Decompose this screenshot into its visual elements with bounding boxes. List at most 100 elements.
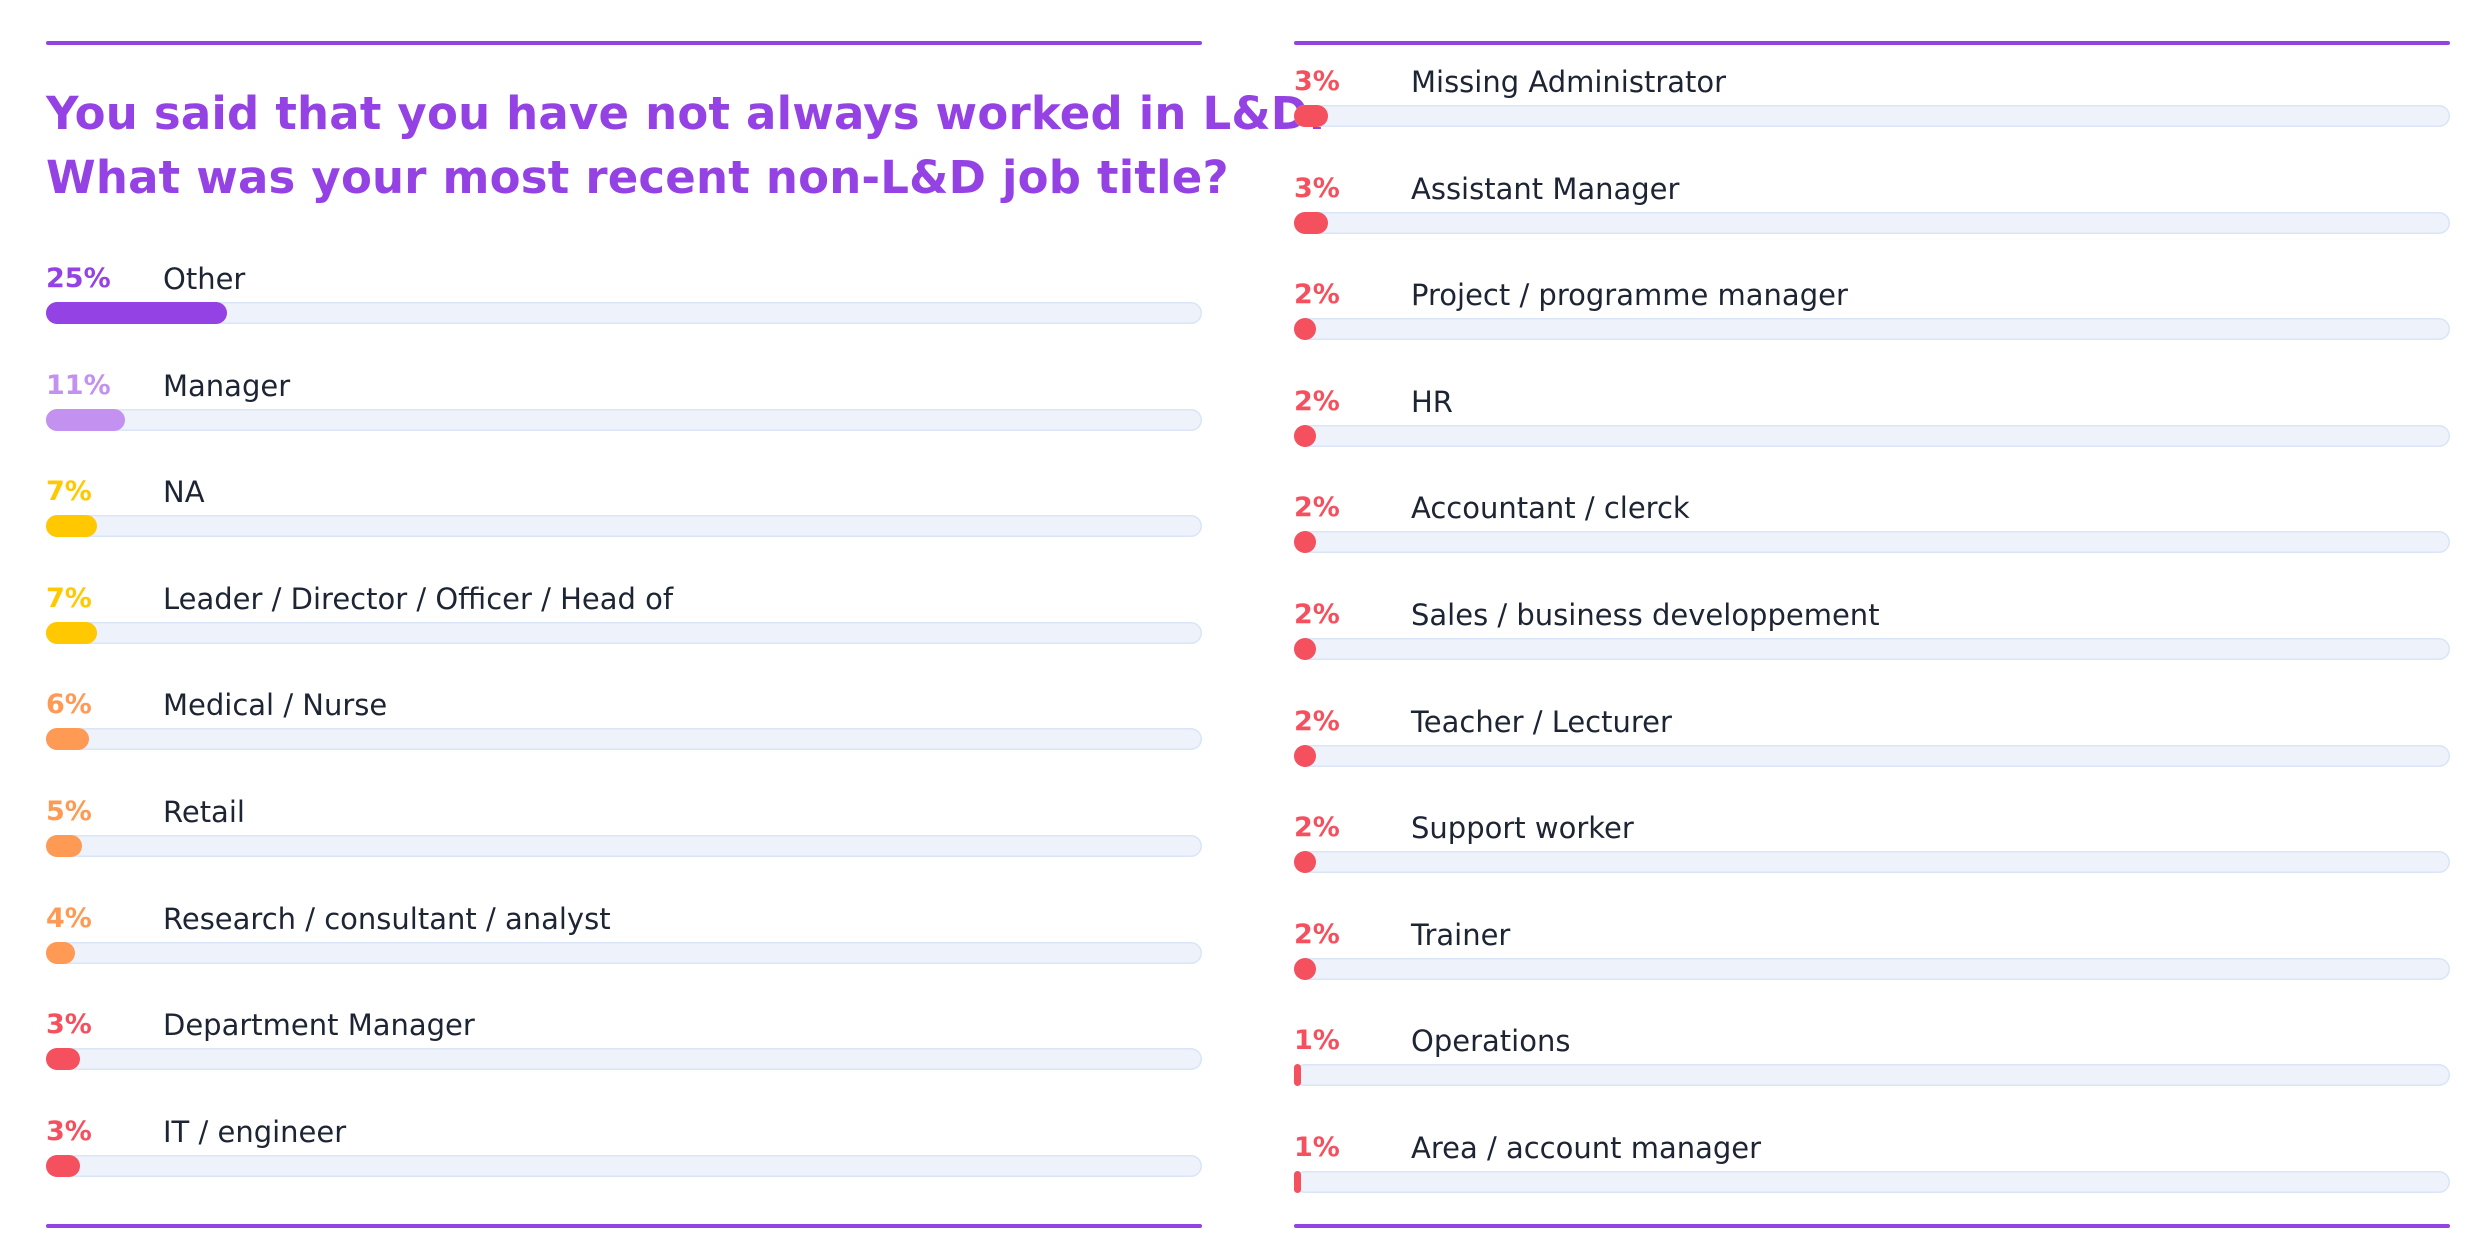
- data-label: 5%: [46, 796, 92, 827]
- bar-track: [46, 515, 1202, 538]
- data-label: 2%: [1294, 705, 1340, 737]
- bar-track: [1294, 1171, 2450, 1193]
- data-label: 3%: [46, 1009, 92, 1041]
- data-label: 11%: [46, 369, 111, 401]
- data-label: 1%: [1294, 1025, 1340, 1057]
- top-divider: [1294, 41, 2450, 45]
- bar-row: 1% Area / account manager: [1294, 1131, 2450, 1211]
- chart-title-line-2: What was your most recent non-L&D job ti…: [46, 151, 1229, 204]
- bar-row: 2% Accountant / clerck: [1294, 491, 2450, 571]
- bar: [46, 621, 97, 644]
- bar-track: [46, 835, 1202, 857]
- bar: [46, 302, 227, 324]
- category-label: Accountant / clerck: [1411, 491, 1690, 526]
- data-label: 2%: [1294, 492, 1340, 524]
- bottom-divider: [1294, 1224, 2450, 1228]
- chart-title: You said that you have not always worked…: [46, 82, 1326, 210]
- bar-row: 5% Retail: [46, 795, 1202, 875]
- category-label: Leader / Director / Officer / Head of: [163, 581, 674, 616]
- category-label: Other: [163, 262, 246, 296]
- bar: [46, 835, 83, 857]
- bar-track: [1294, 318, 2450, 341]
- bar-track: [1294, 531, 2450, 554]
- bar-track: [46, 1048, 1202, 1071]
- bar: [46, 408, 126, 431]
- data-label: 25%: [46, 263, 111, 294]
- bar: [1294, 318, 1316, 341]
- category-label: Area / account manager: [1411, 1131, 1762, 1165]
- category-label: Operations: [1411, 1024, 1571, 1059]
- bar-track: [1294, 211, 2450, 234]
- bar-track: [46, 302, 1202, 324]
- bar: [1294, 105, 1328, 127]
- category-label: IT / engineer: [163, 1114, 347, 1149]
- data-label: 4%: [46, 902, 92, 934]
- category-label: NA: [163, 475, 205, 510]
- bar-row: 4% Research / consultant / analyst: [46, 902, 1202, 982]
- category-label: Sales / business developpement: [1411, 598, 1880, 632]
- category-label: Research / consultant / analyst: [163, 901, 611, 936]
- bar-track: [1294, 1064, 2450, 1087]
- bar: [1294, 424, 1316, 447]
- bar-row: 25% Other: [46, 262, 1202, 342]
- bar: [46, 941, 75, 964]
- category-label: Teacher / Lecturer: [1411, 704, 1672, 739]
- bar: [1294, 1064, 1301, 1087]
- bar-row: 7% Leader / Director / Officer / Head of: [46, 582, 1202, 662]
- bar-track: [1294, 957, 2450, 980]
- top-divider: [46, 41, 1202, 45]
- category-label: Missing Administrator: [1411, 65, 1727, 99]
- chart-column-left: You said that you have not always worked…: [46, 0, 1326, 1245]
- category-label: Project / programme manager: [1411, 278, 1848, 313]
- data-label: 2%: [1294, 279, 1340, 311]
- bar: [1294, 211, 1328, 234]
- bar-row: 2% Trainer: [1294, 918, 2450, 998]
- data-label: 3%: [46, 1115, 92, 1147]
- bar: [46, 728, 90, 751]
- data-label: 2%: [1294, 812, 1340, 844]
- category-label: Retail: [163, 795, 245, 829]
- bar-row: 7% NA: [46, 475, 1202, 555]
- bar-track: [1294, 105, 2450, 127]
- bar-row: 3% Department Manager: [46, 1008, 1202, 1088]
- category-label: Manager: [163, 368, 291, 403]
- bar-row: 2% Support worker: [1294, 811, 2450, 891]
- bar: [1294, 531, 1316, 554]
- category-label: Support worker: [1411, 811, 1634, 846]
- data-label: 2%: [1294, 918, 1340, 950]
- bar-row: 3% Missing Administrator: [1294, 65, 2450, 145]
- bar: [1294, 638, 1316, 660]
- bar: [1294, 744, 1316, 767]
- bar-row: 3% Assistant Manager: [1294, 172, 2450, 252]
- bar: [1294, 851, 1316, 874]
- chart-title-line-1: You said that you have not always worked…: [46, 87, 1326, 140]
- bar-row: 2% Project / programme manager: [1294, 278, 2450, 358]
- data-label: 3%: [1294, 66, 1340, 97]
- bar-row: 2% Teacher / Lecturer: [1294, 705, 2450, 785]
- bar-track: [1294, 744, 2450, 767]
- bar-row: 11% Manager: [46, 369, 1202, 449]
- bar: [46, 1154, 80, 1177]
- bar-track: [46, 941, 1202, 964]
- category-label: HR: [1411, 384, 1453, 419]
- data-label: 2%: [1294, 385, 1340, 417]
- category-label: Assistant Manager: [1411, 171, 1680, 206]
- data-label: 1%: [1294, 1132, 1340, 1163]
- data-label: 2%: [1294, 599, 1340, 630]
- bar-row: 3% IT / engineer: [46, 1115, 1202, 1195]
- bar-row: 6% Medical / Nurse: [46, 688, 1202, 768]
- bar-track: [1294, 851, 2450, 874]
- chart-column-right: 3% Missing Administrator 3% Assistant Manag…: [1294, 0, 2450, 1245]
- bar-row: 2% Sales / business developpement: [1294, 598, 2450, 678]
- bar: [46, 1048, 80, 1071]
- bar-track: [1294, 424, 2450, 447]
- bar-track: [46, 728, 1202, 751]
- bar: [1294, 1171, 1301, 1193]
- bar-row: 1% Operations: [1294, 1024, 2450, 1104]
- data-label: 7%: [46, 582, 92, 614]
- bar: [46, 515, 97, 538]
- data-label: 6%: [46, 689, 92, 721]
- bar-row: 2% HR: [1294, 385, 2450, 465]
- data-label: 7%: [46, 476, 92, 508]
- bar-track: [1294, 638, 2450, 660]
